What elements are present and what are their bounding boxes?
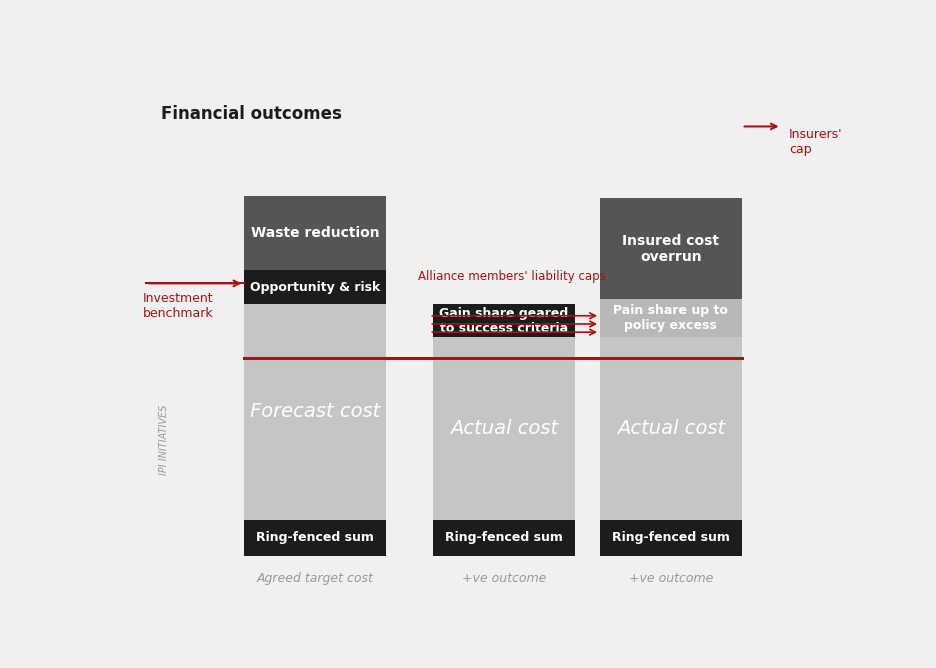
Text: IPI INITIATIVES: IPI INITIATIVES [159,405,169,476]
Bar [599,299,741,337]
Bar [432,304,574,337]
Text: Opportunity & risk: Opportunity & risk [250,281,380,294]
Text: Gain share geared
to success criteria: Gain share geared to success criteria [439,307,568,335]
Text: Investment
benchmark: Investment benchmark [142,293,212,321]
Text: Alliance members' liability caps: Alliance members' liability caps [418,271,606,283]
Bar [244,304,386,520]
Bar [599,337,741,520]
Bar [244,271,386,304]
Text: Ring-fenced sum: Ring-fenced sum [611,532,729,544]
Text: Insured cost
overrun: Insured cost overrun [622,234,719,264]
Bar [244,196,386,271]
Text: Pain share up to
policy excess: Pain share up to policy excess [613,304,727,332]
Text: Actual cost: Actual cost [449,419,557,438]
Bar [599,198,741,299]
Text: Ring-fenced sum: Ring-fenced sum [445,532,563,544]
Text: +ve outcome: +ve outcome [628,572,712,584]
Bar [599,520,741,556]
Text: +ve outcome: +ve outcome [461,572,546,584]
Text: Waste reduction: Waste reduction [251,226,379,240]
Text: Agreed target cost: Agreed target cost [256,572,373,584]
Text: Actual cost: Actual cost [616,419,724,438]
Text: Financial outcomes: Financial outcomes [161,105,342,123]
Text: Insurers'
cap: Insurers' cap [788,128,841,156]
Text: Ring-fenced sum: Ring-fenced sum [256,532,373,544]
Text: Forecast cost: Forecast cost [250,402,380,422]
Bar [432,337,574,520]
Bar [432,520,574,556]
Bar [244,520,386,556]
